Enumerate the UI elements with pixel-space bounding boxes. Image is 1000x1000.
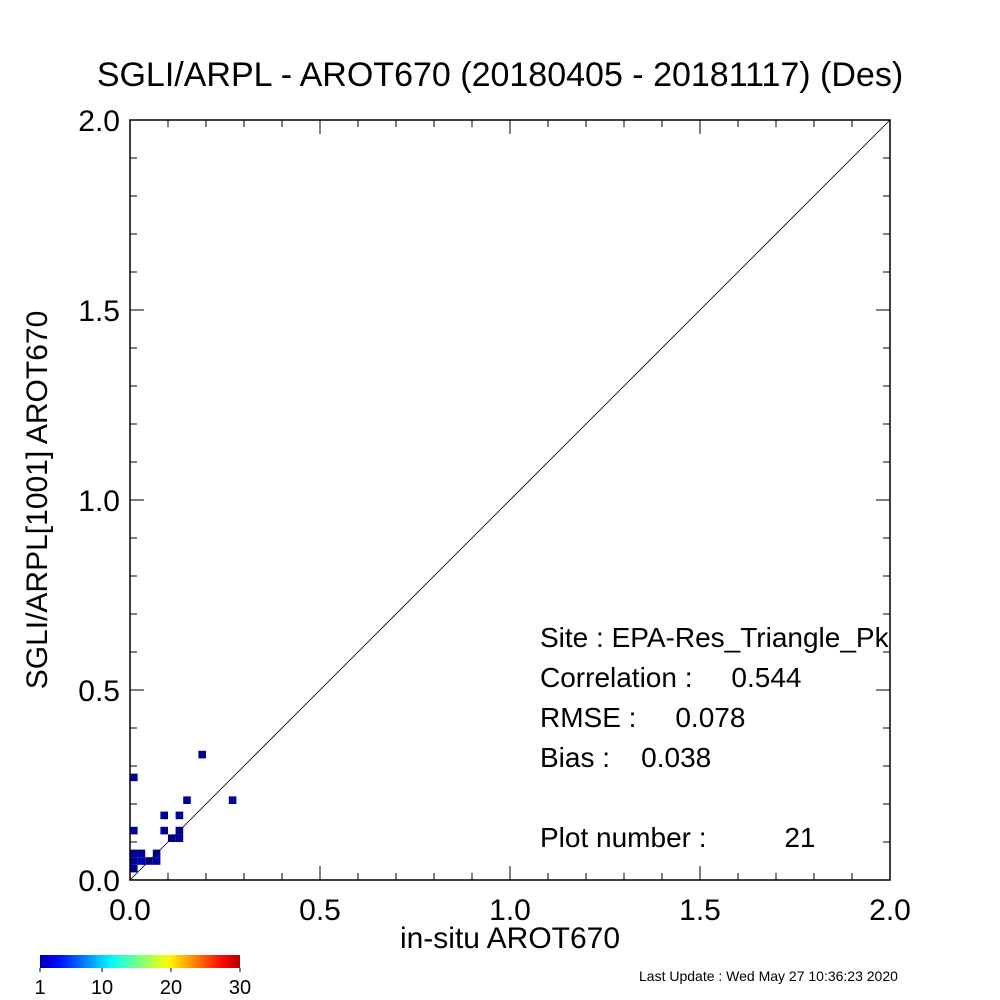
heatmap-cell [160, 826, 168, 835]
heatmap-cell [160, 811, 168, 820]
colorbar: 1 10 20 30 [34, 955, 251, 999]
plot-number-text: Plot number : 21 [540, 822, 816, 853]
heatmap-cell [175, 834, 184, 842]
colorbar-gradient [40, 955, 240, 968]
colorbar-tick-label: 20 [160, 977, 182, 999]
heatmap-cell [130, 773, 138, 782]
heatmap-cell [130, 849, 138, 858]
heatmap-cell [152, 857, 161, 865]
x-tick-label: 1.0 [489, 894, 531, 927]
tick-labels: 0.0 0.5 1.0 1.5 2.0 0.0 0.5 1.0 1.5 2.0 [78, 105, 911, 927]
heatmap-cells [130, 750, 237, 873]
colorbar-tick-label: 1 [34, 977, 45, 999]
x-tick-label: 2.0 [869, 894, 911, 927]
heatmap-cell [175, 811, 184, 820]
plot-frame [129, 119, 891, 881]
y-tick-label: 1.0 [78, 485, 120, 518]
site-text: Site : EPA-Res_Triangle_Pk [540, 622, 889, 653]
heatmap-cell [183, 796, 191, 804]
one-to-one-line [129, 119, 891, 881]
y-axis-label: SGLI/ARPL[1001] AROT670 [21, 310, 54, 690]
x-axis-label: in-situ AROT670 [399, 922, 621, 955]
y-tick-label: 2.0 [78, 105, 120, 138]
colorbar-tick-label: 30 [229, 977, 251, 999]
rmse-text: RMSE : 0.078 [540, 702, 746, 733]
bias-text: Bias : 0.038 [540, 742, 712, 773]
y-tick-label: 0.0 [78, 865, 120, 898]
heatmap-cell [137, 849, 146, 858]
heatmap-cell [130, 857, 138, 865]
x-tick-label: 0.0 [109, 894, 151, 927]
last-update-text: Last Update : Wed May 27 10:36:23 2020 [639, 968, 898, 984]
y-tick-label: 0.5 [78, 675, 120, 708]
x-tick-label: 0.5 [299, 894, 341, 927]
heatmap-cell [198, 750, 206, 759]
chart-title: SGLI/ARPL - AROT670 (20180405 - 20181117… [96, 56, 904, 94]
colorbar-tick-label: 10 [91, 977, 113, 999]
heatmap-cell [137, 857, 146, 865]
heatmap-cell [228, 796, 237, 804]
y-tick-label: 1.5 [78, 295, 120, 328]
correlation-text: Correlation : 0.544 [540, 662, 802, 693]
heatmap-cell [130, 864, 138, 873]
x-tick-label: 1.5 [679, 894, 721, 927]
heatmap-cell [130, 826, 138, 835]
